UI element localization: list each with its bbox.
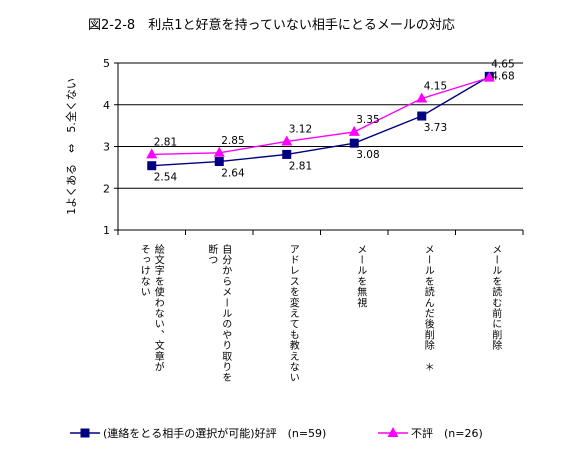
- data-label: 2.81: [289, 160, 312, 172]
- legend-label: (連絡をとる相手の選択が可能)好評 (n=59): [103, 426, 326, 440]
- data-label: 4.65: [491, 59, 514, 71]
- data-label: 2.64: [221, 168, 245, 180]
- y-tick-label: 4: [103, 99, 110, 112]
- y-axis-label: 1よくある ⇔ 5.全くない: [64, 78, 78, 215]
- chart-title: 図2-2-8 利点1と好意を持っていない相手にとるメールの対応: [88, 17, 455, 33]
- legend-label: 不評 (n=26): [411, 426, 483, 440]
- data-label: 3.08: [356, 149, 379, 161]
- data-label: 3.12: [289, 123, 312, 135]
- data-point: [282, 149, 292, 159]
- data-label: 3.35: [356, 114, 379, 126]
- data-point: [146, 148, 158, 159]
- y-tick-label: 1: [103, 224, 110, 237]
- x-tick-label-line: アドレスを変えても教えない: [287, 244, 299, 383]
- x-tick-label-line: メールを読む前に削除: [490, 244, 502, 351]
- data-point: [213, 146, 225, 157]
- y-tick-label: 5: [103, 57, 110, 70]
- y-tick-label: 3: [103, 141, 110, 154]
- data-point: [349, 138, 359, 148]
- x-tick-label: メールを読んだ後削除 ＊: [422, 244, 434, 372]
- series-1: 2.54 2.64 2.81 3.08 3.73 4.68: [147, 70, 515, 184]
- series-layer: 2.54 2.64 2.81 3.08 3.73 4.68 2.81 2.85 3.12 3.35…: [146, 59, 515, 184]
- x-tick-label-line: 絵文字を使わない、文章が: [152, 243, 164, 373]
- data-point: [348, 125, 360, 136]
- x-tick-label-line: 断つ: [206, 243, 218, 266]
- legend-item: 不評 (n=26): [378, 426, 483, 440]
- data-label: 3.73: [424, 122, 447, 134]
- x-tick-label-line: そっけない: [138, 244, 150, 298]
- data-label: 2.54: [154, 172, 178, 184]
- data-label: 4.15: [424, 80, 447, 92]
- series-line: [151, 75, 490, 167]
- y-tick-label: 2: [103, 182, 110, 195]
- data-point: [416, 92, 428, 103]
- series-2: 2.81 2.85 3.12 3.35 4.15 4.65: [146, 59, 515, 159]
- data-label: 4.68: [491, 70, 514, 82]
- x-tick-label-line: メールを無視: [355, 244, 367, 308]
- data-label: 2.81: [154, 136, 177, 148]
- legend: (連絡をとる相手の選択が可能)好評 (n=59) 不評 (n=26): [70, 426, 483, 440]
- legend-marker: [80, 428, 90, 438]
- data-point: [214, 157, 224, 167]
- data-point: [483, 71, 495, 82]
- legend-item: (連絡をとる相手の選択が可能)好評 (n=59): [70, 426, 326, 440]
- data-point: [417, 111, 427, 121]
- data-point: [281, 135, 293, 146]
- x-tick-label: メールを読む前に削除: [490, 244, 502, 351]
- series-line: [151, 76, 490, 156]
- data-label: 2.85: [221, 135, 244, 147]
- x-tick-label: メールを無視: [355, 244, 367, 308]
- data-point: [147, 161, 157, 171]
- x-tick-label-line: メールを読んだ後削除 ＊: [422, 244, 434, 372]
- x-tick-label: アドレスを変えても教えない: [287, 244, 299, 383]
- y-axis-ticks: 1 2 3 4 5: [103, 57, 118, 237]
- x-tick-label-line: 自分からメールのやり取りを: [220, 243, 232, 383]
- legend-marker: [387, 427, 399, 437]
